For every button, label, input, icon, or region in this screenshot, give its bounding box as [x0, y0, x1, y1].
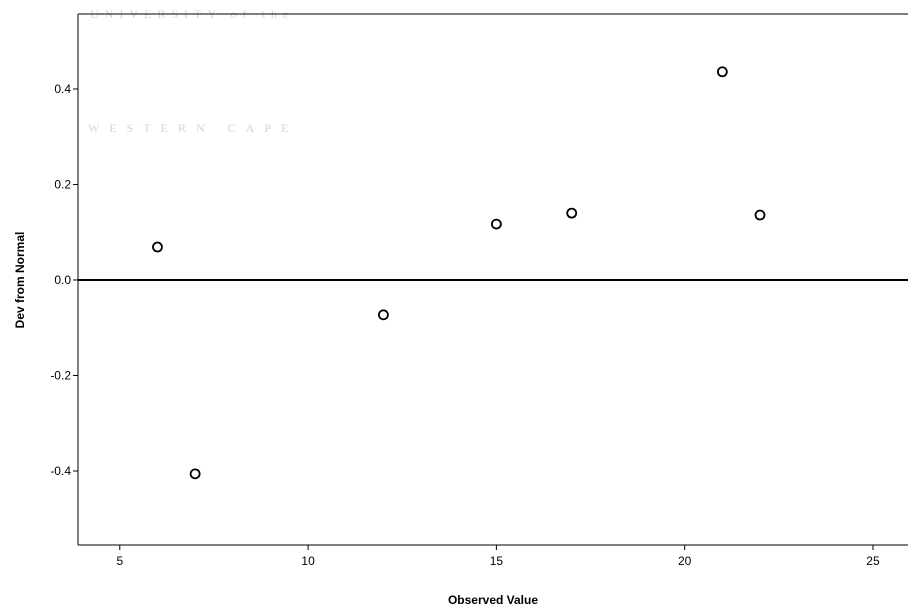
x-tick-label: 20	[678, 554, 692, 568]
x-tick-label: 10	[301, 554, 315, 568]
point	[152, 241, 163, 253]
x-tick-label: 15	[490, 554, 504, 568]
y-tick-label: 0.0	[54, 273, 71, 287]
watermark: WESTERN CAPE	[88, 121, 298, 135]
x-tick-label: 5	[116, 554, 123, 568]
point	[716, 66, 728, 78]
point	[754, 209, 766, 221]
point	[189, 468, 201, 480]
x-tick-label: 25	[866, 554, 880, 568]
y-tick-label: 0.4	[54, 82, 71, 96]
point	[566, 207, 578, 219]
y-tick-label: -0.2	[50, 368, 71, 382]
point	[490, 218, 502, 230]
y-axis-label: Dev from Normal	[13, 232, 27, 329]
y-tick-label: 0.2	[54, 177, 71, 191]
x-axis-label: Observed Value	[448, 593, 538, 607]
y-tick-label: -0.4	[50, 464, 71, 478]
point	[378, 309, 389, 321]
